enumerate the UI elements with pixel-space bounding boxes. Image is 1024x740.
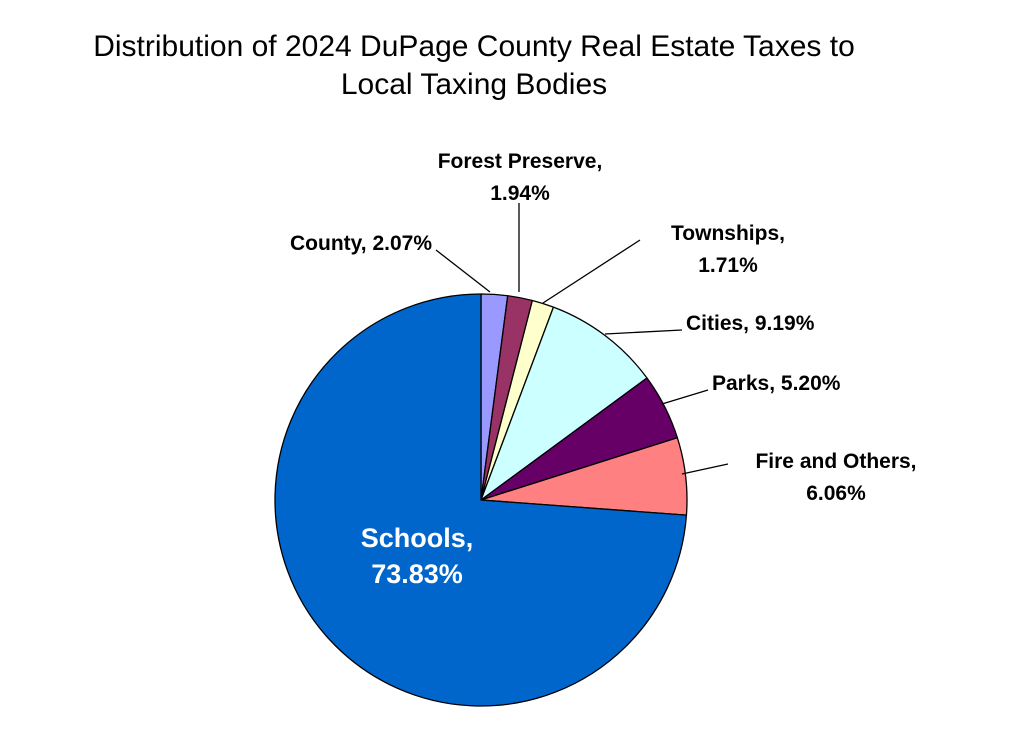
chart-title: Distribution of 2024 DuPage County Real … [0,28,948,104]
leader-line-cities [604,329,683,335]
leader-line-county [435,249,491,293]
slice-label-cities-line-1: Cities, 9.19% [686,312,815,335]
leader-line-parks [661,389,709,405]
chart-title-line-1: Distribution of 2024 DuPage County Real … [93,30,855,63]
pie-slice-schools [274,293,688,707]
slice-label-parks: Parks, 5.20% [712,372,841,395]
slice-label-schools: Schools, 73.83% [361,523,474,589]
chart-title-line-2: Local Taxing Bodies [340,68,608,101]
slice-label-cities: Cities, 9.19% [686,312,815,335]
pie-slice-cities [480,306,648,501]
slice-label-forest-preserve-line-1: Forest Preserve, [438,150,603,173]
slice-label-county: County, 2.07% [290,232,432,255]
slice-label-townships-line-1: Townships, [671,222,785,245]
leader-line-townships [542,239,641,304]
slice-label-schools-line-2: 73.83% [371,559,463,589]
leader-line-fire-and-others [681,463,729,475]
leader-lines [435,203,729,475]
slice-label-forest-preserve: Forest Preserve, 1.94% [438,150,603,205]
slice-label-townships-line-2: 1.71% [698,254,758,277]
slice-label-schools-line-1: Schools, [361,523,474,553]
pie-slices [274,293,688,707]
slice-label-parks-line-1: Parks, 5.20% [712,372,841,395]
slice-label-fire-and-others: Fire and Others, 6.06% [755,450,916,505]
slice-label-county-line-1: County, 2.07% [290,232,432,255]
slice-label-townships: Townships, 1.71% [671,222,785,277]
slice-labels: County, 2.07% Forest Preserve, 1.94% Townsh… [290,150,917,589]
slice-label-forest-preserve-line-2: 1.94% [490,182,550,205]
slice-label-fire-and-others-line-2: 6.06% [806,482,866,505]
slice-label-fire-and-others-line-1: Fire and Others, [755,450,916,473]
